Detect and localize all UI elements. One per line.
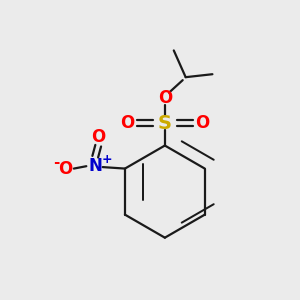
Text: -: - — [53, 154, 60, 169]
Text: O: O — [91, 128, 105, 146]
Text: O: O — [58, 160, 73, 178]
Text: O: O — [158, 89, 172, 107]
Text: N: N — [88, 157, 102, 175]
Text: +: + — [101, 153, 112, 166]
Text: O: O — [195, 114, 209, 132]
Text: S: S — [158, 114, 172, 133]
Text: O: O — [121, 114, 135, 132]
